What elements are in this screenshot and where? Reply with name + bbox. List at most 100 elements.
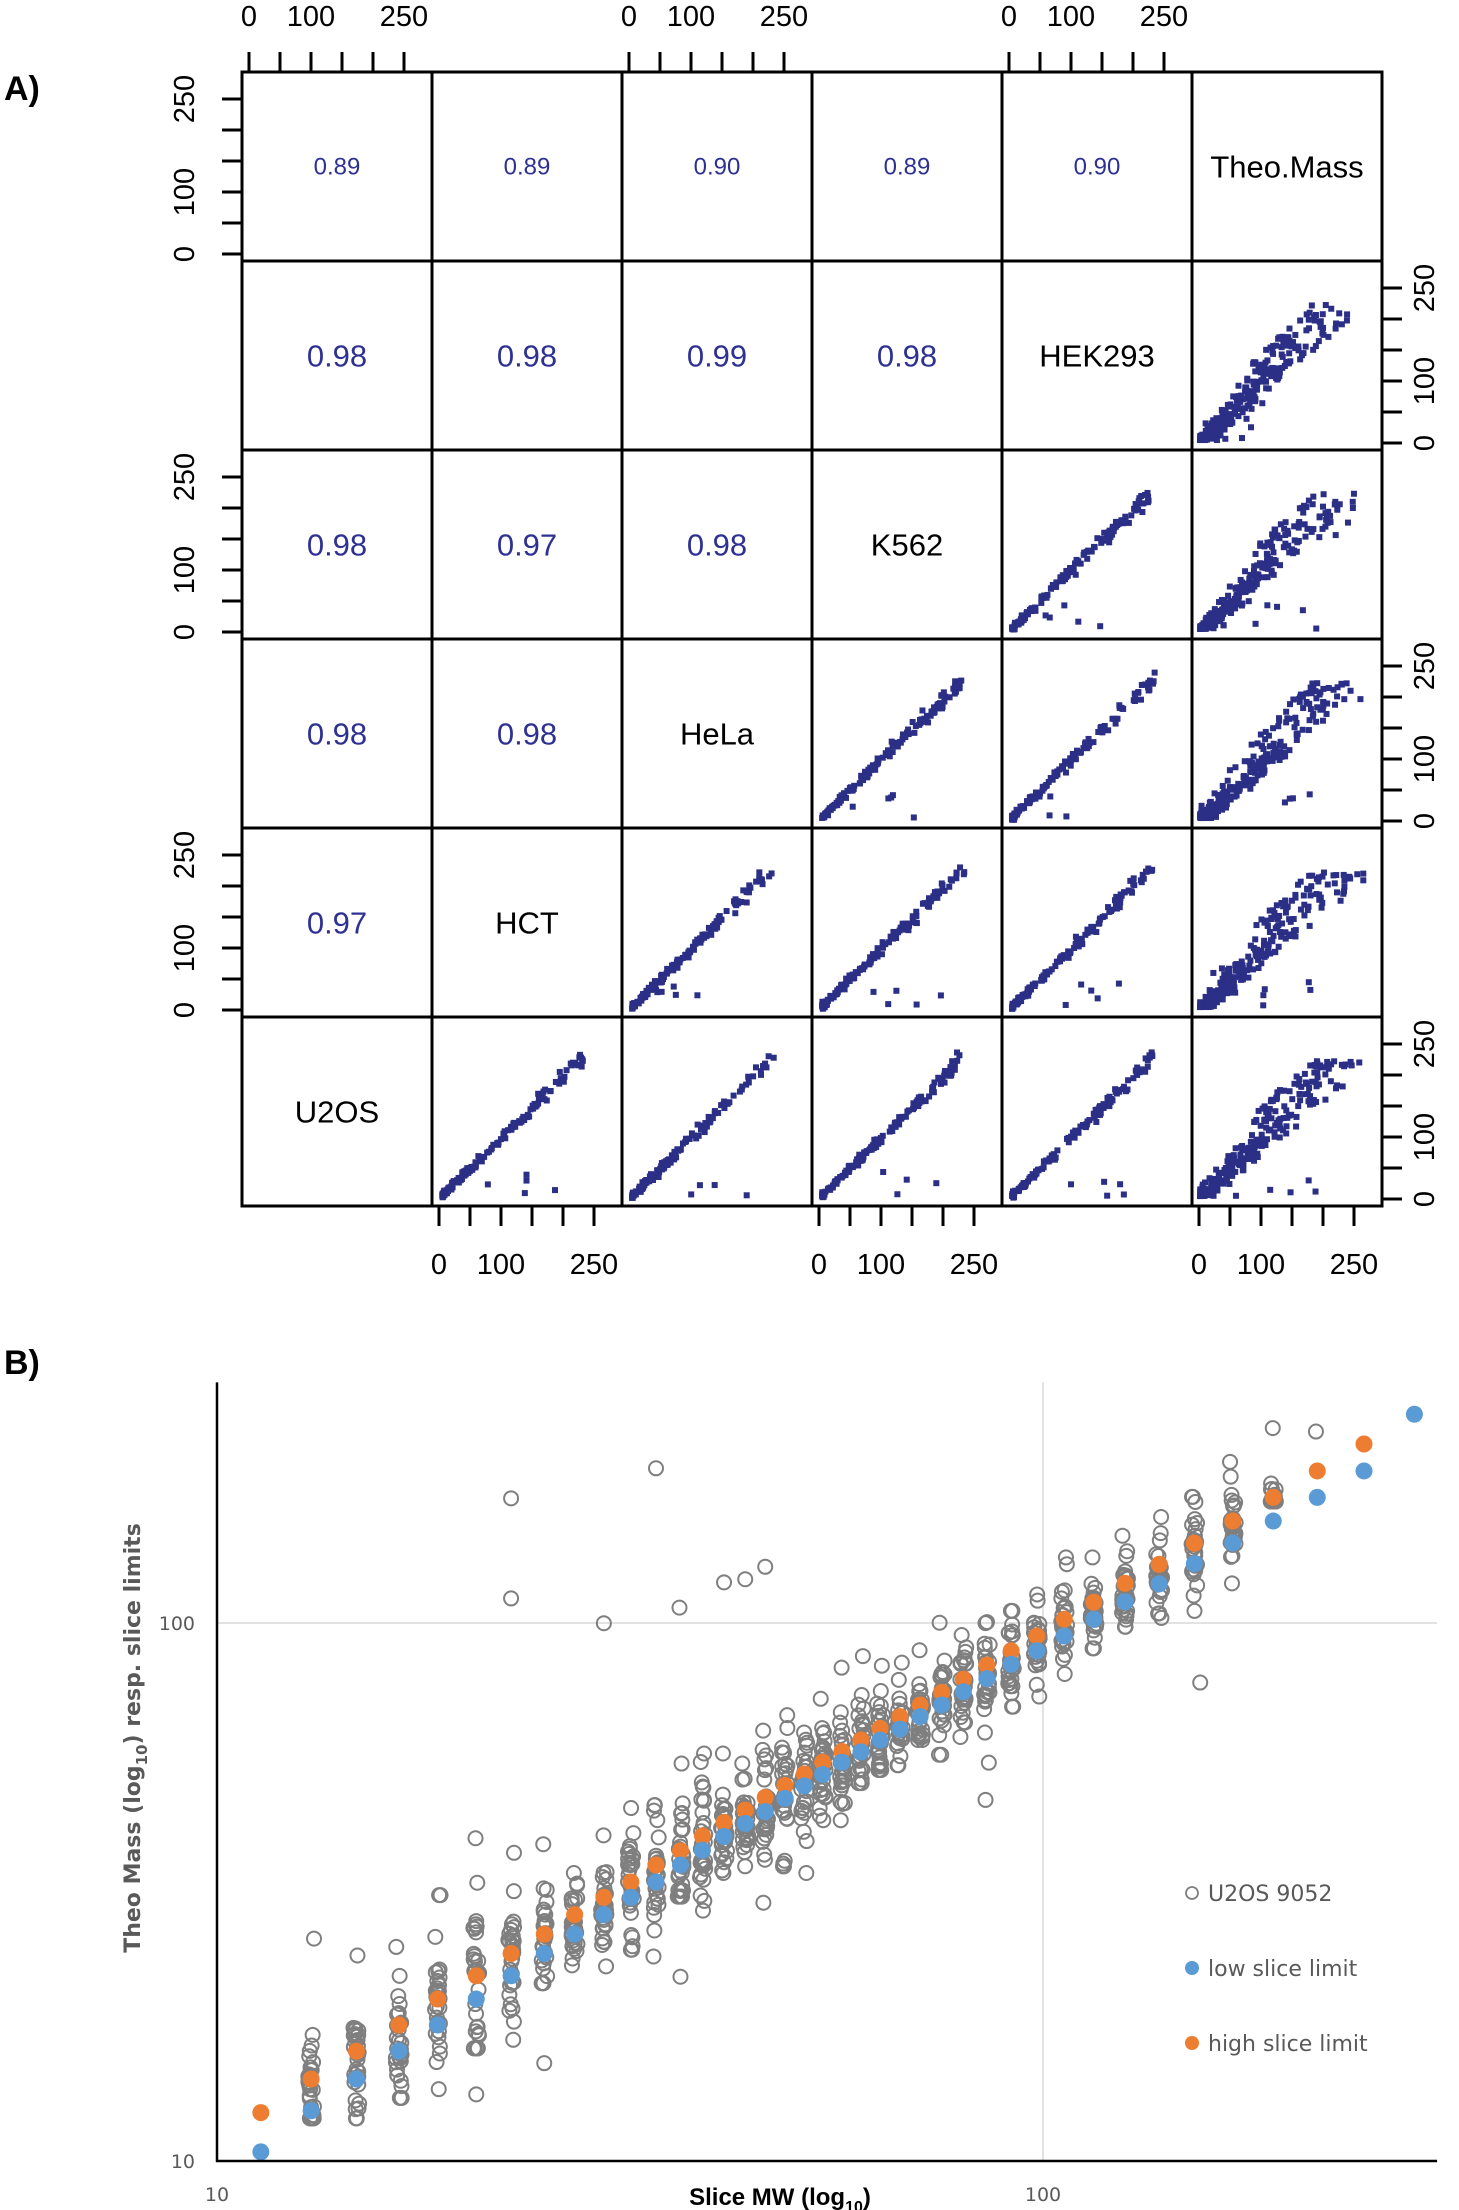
scatter-point xyxy=(1286,337,1293,344)
scatter-point xyxy=(1240,773,1247,780)
scatter-point xyxy=(1101,529,1108,536)
scatter-point xyxy=(1216,428,1223,435)
scatter-point xyxy=(694,992,701,999)
scatter-point xyxy=(1299,693,1306,700)
scatter-point xyxy=(859,1155,866,1162)
scatter-point xyxy=(481,1153,488,1160)
scatter-point xyxy=(1223,1177,1230,1184)
data-point-u2os xyxy=(1083,1575,1100,1592)
scatter-point xyxy=(1268,743,1275,750)
scatter-point xyxy=(889,742,896,749)
scatter-point xyxy=(1112,720,1119,727)
scatter-point xyxy=(654,989,661,996)
scatter-point xyxy=(1284,1114,1291,1121)
scatter-point xyxy=(858,772,865,779)
scatter-point xyxy=(1296,519,1303,526)
data-point-u2os xyxy=(955,1714,972,1731)
scatter-point xyxy=(1268,937,1275,944)
scatter-point xyxy=(1222,435,1229,442)
data-point-u2os-outlier xyxy=(716,1574,733,1591)
scatter-point xyxy=(1226,767,1233,774)
scatter-point xyxy=(1109,531,1116,538)
data-point-u2os xyxy=(735,1839,752,1856)
scatter-point xyxy=(1246,758,1253,765)
scatter-point xyxy=(919,900,926,907)
scatter-point xyxy=(1309,680,1316,687)
scatter-point xyxy=(1202,436,1209,443)
scatter-point xyxy=(1214,800,1221,807)
scatter-point xyxy=(1052,1154,1059,1161)
scatter-point xyxy=(1343,680,1350,687)
scatter-point xyxy=(674,1147,681,1154)
scatter-point xyxy=(1303,690,1310,697)
data-point-low-limit xyxy=(736,1814,754,1832)
scatter-point xyxy=(913,908,920,915)
data-point-u2os xyxy=(1085,1640,1102,1657)
scatter-point xyxy=(1208,433,1215,440)
data-point-u2os xyxy=(646,1907,663,1924)
scatter-point xyxy=(1269,907,1276,914)
scatter-point xyxy=(1293,731,1300,738)
scatter-point xyxy=(940,689,947,696)
data-point-low-limit xyxy=(756,1803,774,1821)
data-point-high-limit xyxy=(776,1776,794,1794)
scatter-point xyxy=(1277,1125,1284,1132)
scatter-point xyxy=(1278,344,1285,351)
axis-tick-label: 100 xyxy=(1237,1249,1285,1281)
scatter-point xyxy=(1251,563,1258,570)
data-point-u2os xyxy=(734,1755,751,1772)
data-point-u2os xyxy=(304,2026,321,2043)
scatter-point xyxy=(939,882,946,889)
scatter-point xyxy=(1297,356,1304,363)
scatter-point xyxy=(1324,881,1331,888)
axis-tick-label: 0 xyxy=(1409,1191,1441,1207)
scatter-point xyxy=(1266,907,1273,914)
scatter-point xyxy=(1282,753,1289,760)
scatter-point xyxy=(1275,335,1282,342)
scatter-point xyxy=(575,1062,582,1069)
data-point-u2os xyxy=(1028,1676,1045,1693)
data-point-u2os xyxy=(811,1807,828,1824)
scatter-point xyxy=(455,1179,462,1186)
scatter-point xyxy=(1252,550,1259,557)
scatter-point xyxy=(1040,1164,1047,1171)
correlation-value: 0.98 xyxy=(307,717,367,752)
scatter-point xyxy=(1247,571,1254,578)
data-point-u2os xyxy=(930,1746,947,1763)
scatter-point xyxy=(1307,1101,1314,1108)
scatter-point xyxy=(540,1088,547,1095)
scatter-point xyxy=(1339,1083,1346,1090)
data-point-high-limit xyxy=(871,1719,889,1737)
scatter-point xyxy=(1036,793,1043,800)
scatter-point xyxy=(535,1096,542,1103)
scatter-point xyxy=(1281,525,1288,532)
scatter-point xyxy=(1310,526,1317,533)
scatter-point xyxy=(1349,505,1356,512)
data-point-low-limit xyxy=(302,2102,320,2120)
scatter-point xyxy=(1097,915,1104,922)
scatter-point xyxy=(1334,1082,1341,1089)
scatter-point xyxy=(1347,687,1354,694)
scatter-point xyxy=(1122,1088,1129,1095)
data-point-high-limit xyxy=(1028,1627,1046,1645)
scatter-point xyxy=(1354,871,1361,878)
scatter-point xyxy=(1287,358,1294,365)
scatter-point xyxy=(732,896,739,903)
data-point-high-limit xyxy=(622,1873,640,1891)
scatter-point xyxy=(1111,715,1118,722)
data-point-u2os xyxy=(890,1757,907,1774)
scatter-point xyxy=(1046,812,1053,819)
scatter-point xyxy=(1105,727,1112,734)
scatter-cell xyxy=(819,677,965,821)
scatter-point xyxy=(1300,705,1307,712)
scatter-point xyxy=(895,929,902,936)
scatter-point xyxy=(850,1162,857,1169)
scatter-point xyxy=(1207,996,1214,1003)
scatter-point xyxy=(1304,886,1311,893)
data-point-u2os xyxy=(390,1988,407,2005)
scatter-point xyxy=(1320,503,1327,510)
series-low-slice-limit xyxy=(252,1405,1423,2161)
data-point-low-limit xyxy=(1224,1534,1242,1552)
scatter-point xyxy=(1205,1191,1212,1198)
scatter-point xyxy=(1258,960,1265,967)
